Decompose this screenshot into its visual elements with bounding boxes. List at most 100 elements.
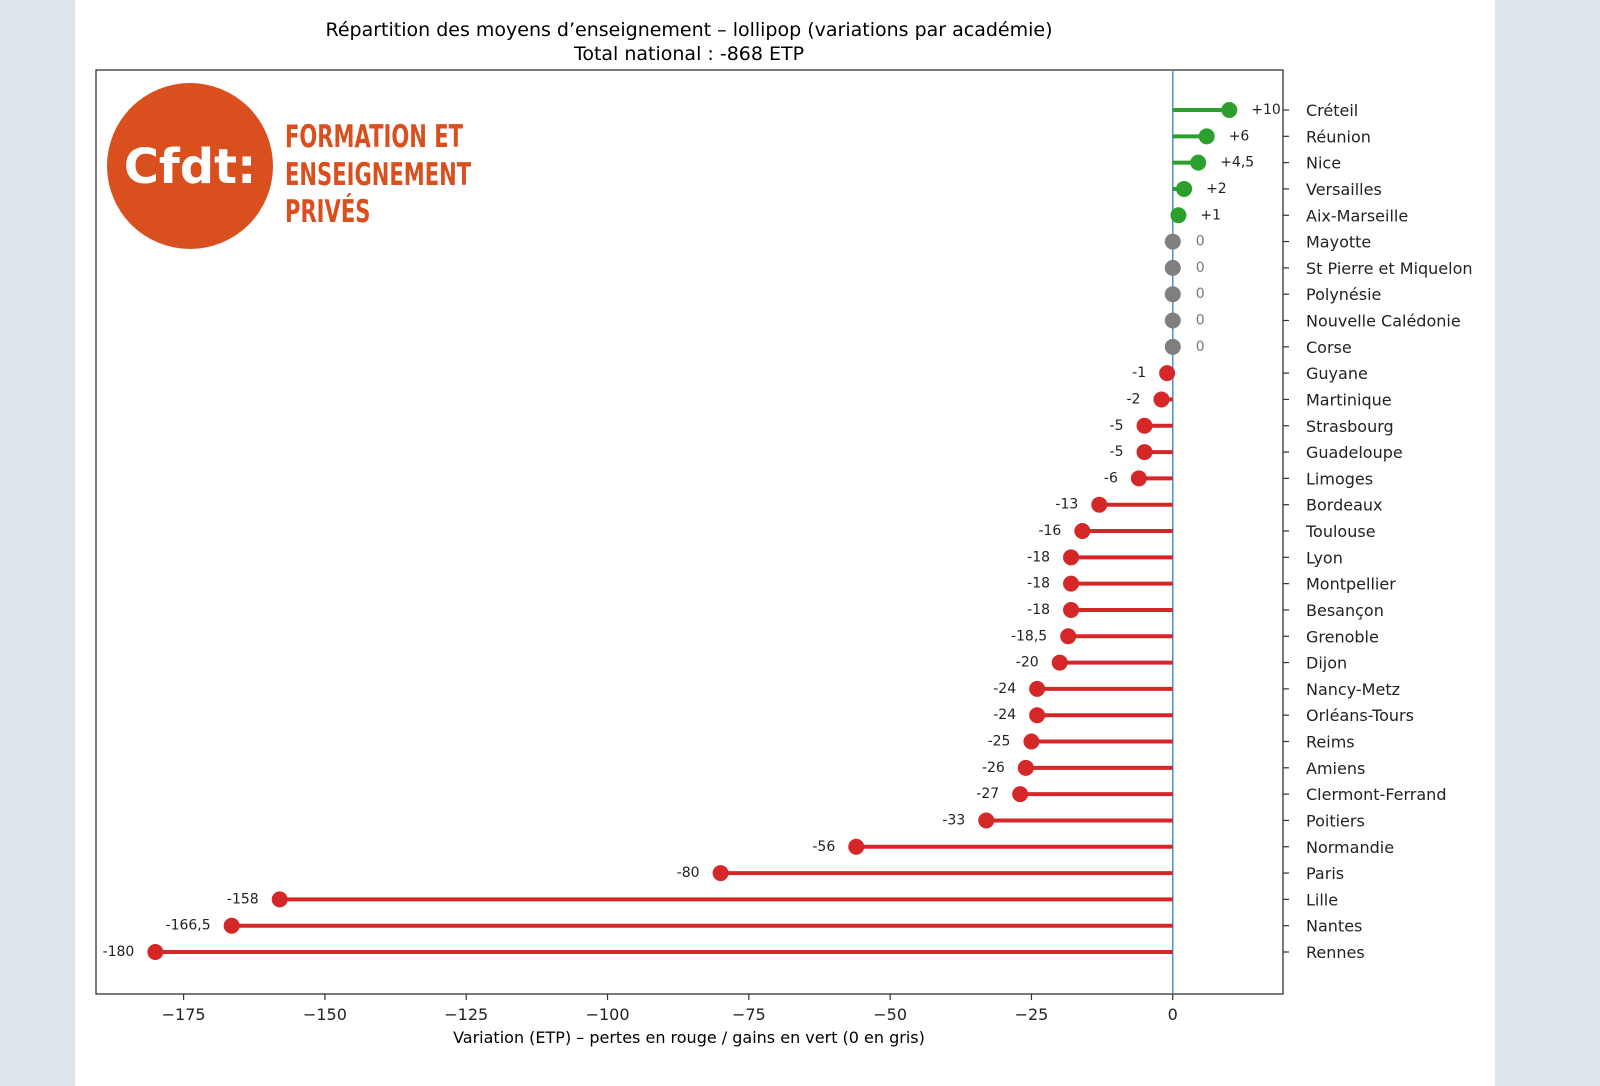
value-label: -18: [1027, 576, 1050, 592]
y-tick-label: Besançon: [1306, 601, 1384, 620]
y-tick-label: St Pierre et Miquelon: [1306, 259, 1473, 278]
y-tick-label: Nice: [1306, 154, 1341, 173]
lollipop-dot: [1063, 601, 1080, 618]
value-label: +10: [1251, 102, 1281, 118]
chart-subtitle: Total national : -868 ETP: [573, 43, 804, 65]
y-tick-label: Toulouse: [1305, 522, 1376, 541]
value-label: -5: [1110, 418, 1124, 434]
lollipop-dot: [1029, 707, 1046, 724]
y-tick-label: Rennes: [1306, 943, 1365, 962]
lollipop-dot: [1023, 733, 1040, 750]
value-label: -24: [993, 707, 1016, 723]
lollipop-dot: [1164, 259, 1181, 276]
lollipop-dot: [1017, 759, 1034, 776]
y-tick-label: Martinique: [1306, 390, 1392, 409]
lollipop-dot: [1164, 286, 1181, 303]
y-tick-label: Réunion: [1306, 127, 1371, 146]
y-tick-label: Amiens: [1306, 759, 1365, 778]
y-tick-label: Polynésie: [1306, 285, 1381, 304]
value-label: -1: [1132, 365, 1146, 381]
y-tick-label: Guyane: [1306, 364, 1368, 383]
y-tick-label: Orléans-Tours: [1306, 706, 1414, 725]
x-axis-label: Variation (ETP) – pertes en rouge / gain…: [453, 1028, 925, 1047]
logo-line-2: ENSEIGNEMENT: [285, 157, 471, 193]
y-tick-label: Paris: [1306, 864, 1344, 883]
y-tick-label: Clermont-Ferrand: [1306, 785, 1446, 804]
y-tick-label: Créteil: [1306, 101, 1358, 120]
value-label: 0: [1196, 234, 1205, 250]
lollipop-dot: [1074, 523, 1091, 539]
value-label: +1: [1200, 207, 1221, 223]
y-tick-label: Corse: [1306, 338, 1352, 357]
value-label: -25: [988, 734, 1011, 750]
value-label: 0: [1196, 339, 1205, 355]
value-label: +6: [1229, 128, 1250, 144]
lollipop-dot: [1221, 102, 1238, 118]
y-tick-label: Grenoble: [1306, 627, 1379, 646]
lollipop-dot: [271, 891, 288, 908]
value-label: -20: [1016, 655, 1039, 671]
logo: Cfdt: FORMATION ET ENSEIGNEMENT PRIVÉS: [107, 83, 471, 249]
value-label: +2: [1206, 181, 1227, 197]
value-label: -180: [103, 944, 135, 960]
value-label: 0: [1196, 286, 1205, 302]
value-label: +4,5: [1220, 155, 1254, 171]
lollipop-dot: [1170, 207, 1187, 224]
lollipop-dot: [1029, 680, 1046, 697]
x-tick-label: −25: [1015, 1005, 1049, 1024]
lollipop-dot: [147, 944, 164, 960]
lollipop-dot: [712, 865, 729, 882]
x-tick-label: −100: [586, 1005, 630, 1024]
y-tick-label: Dijon: [1306, 654, 1347, 673]
x-tick-label: −75: [732, 1005, 766, 1024]
value-label: -166,5: [166, 918, 211, 934]
value-label: 0: [1196, 260, 1205, 276]
value-label: -13: [1055, 497, 1078, 513]
lollipop-dot: [1012, 786, 1029, 803]
value-label: -27: [976, 786, 999, 802]
y-tick-label: Reims: [1306, 733, 1355, 752]
x-tick-label: −175: [162, 1005, 206, 1024]
y-tick-label: Nouvelle Calédonie: [1306, 312, 1461, 331]
lollipop-dot: [1051, 654, 1068, 671]
value-label: -16: [1038, 523, 1061, 539]
x-tick-label: −50: [873, 1005, 907, 1024]
lollipop-dot: [1159, 365, 1176, 382]
value-label: -18,5: [1011, 628, 1047, 644]
chart-title: Répartition des moyens d’enseignement – …: [325, 19, 1052, 41]
y-tick-label: Versailles: [1306, 180, 1382, 199]
lollipop-dot: [1164, 312, 1181, 329]
lollipop-dot: [223, 917, 240, 934]
y-tick-label: Montpellier: [1306, 575, 1396, 594]
value-label: -80: [677, 865, 700, 881]
value-label: -18: [1027, 549, 1050, 565]
value-label: 0: [1196, 313, 1205, 329]
lollipop-dot: [1190, 154, 1207, 171]
lollipop-dot: [1063, 549, 1080, 566]
lollipop-dot: [1198, 128, 1215, 145]
lollipop-dot: [1164, 233, 1181, 250]
value-label: -26: [982, 760, 1005, 776]
y-tick-label: Guadeloupe: [1306, 443, 1403, 462]
lollipop-dot: [1063, 575, 1080, 592]
lollipop-dot: [848, 838, 865, 855]
value-label: -33: [942, 812, 965, 828]
y-tick-label: Lyon: [1306, 548, 1343, 567]
y-tick-label: Limoges: [1306, 469, 1373, 488]
y-tick-label: Normandie: [1306, 838, 1394, 857]
value-label: -158: [227, 891, 259, 907]
y-tick-label: Nantes: [1306, 917, 1362, 936]
x-tick-label: −150: [303, 1005, 347, 1024]
lollipop-dot: [1136, 417, 1153, 434]
y-tick-label: Nancy-Metz: [1306, 680, 1400, 699]
logo-circle: [107, 83, 273, 249]
lollipop-dot: [1176, 180, 1193, 197]
logo-line-3: PRIVÉS: [285, 193, 370, 230]
y-tick-label: Poitiers: [1306, 811, 1365, 830]
logo-line-1: FORMATION ET: [285, 119, 463, 155]
value-label: -18: [1027, 602, 1050, 618]
value-label: -6: [1104, 470, 1118, 486]
y-tick-label: Aix-Marseille: [1306, 206, 1408, 225]
x-tick-label: 0: [1168, 1005, 1178, 1024]
